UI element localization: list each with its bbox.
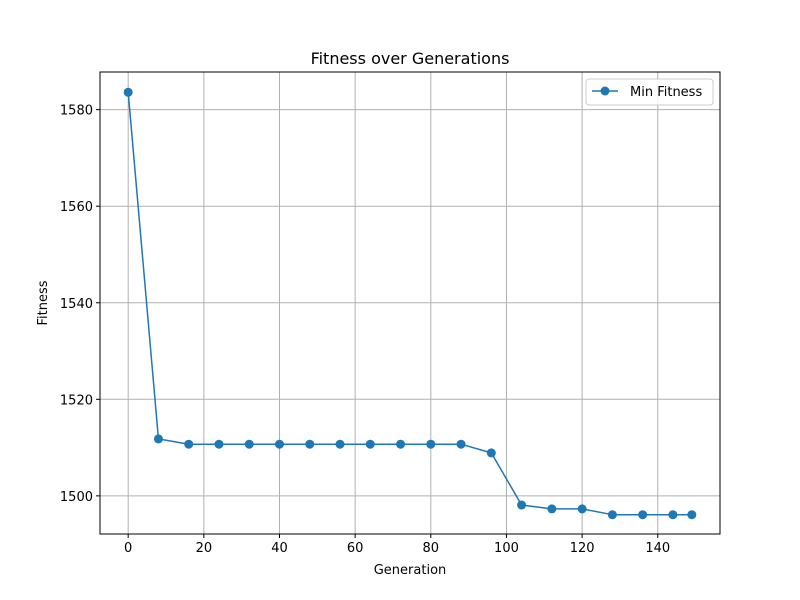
- data-point: [517, 500, 527, 510]
- data-point: [123, 87, 133, 97]
- y-tick-label: 1520: [60, 393, 93, 408]
- data-point: [668, 510, 678, 520]
- data-point: [214, 439, 224, 449]
- y-tick-label: 1500: [60, 490, 93, 505]
- x-tick-label: 20: [196, 541, 213, 556]
- data-point: [547, 504, 557, 514]
- x-tick-label: 80: [423, 541, 440, 556]
- x-tick-label: 120: [570, 541, 595, 556]
- data-point: [305, 439, 315, 449]
- data-point: [153, 434, 163, 444]
- y-tick-label: 1580: [60, 104, 93, 119]
- series-layer: [123, 87, 697, 520]
- legend-label: Min Fitness: [630, 85, 702, 100]
- data-point: [687, 510, 697, 520]
- legend-box: [585, 78, 714, 106]
- x-axis-label: Generation: [374, 563, 447, 578]
- x-tick-label: 60: [347, 541, 364, 556]
- legend: Min Fitness: [585, 78, 714, 106]
- y-axis-label: Fitness: [36, 280, 51, 325]
- x-tick-label: 100: [494, 541, 519, 556]
- chart-title: Fitness over Generations: [311, 49, 510, 68]
- grid: [100, 72, 720, 534]
- x-tick-label: 40: [271, 541, 288, 556]
- series-line: [127, 92, 692, 516]
- data-point: [426, 439, 436, 449]
- y-tick-label: 1540: [60, 297, 93, 312]
- x-tick-label: 140: [645, 541, 670, 556]
- data-point: [396, 439, 406, 449]
- data-point: [244, 439, 254, 449]
- data-point: [274, 439, 284, 449]
- data-point: [577, 504, 587, 514]
- legend-marker: [600, 86, 610, 96]
- data-point: [456, 439, 466, 449]
- data-point: [335, 439, 345, 449]
- axis-ticks: 0 20 40 60 80 100 120 140 1500 1520 1540 1560 1580: [60, 104, 670, 556]
- data-point: [184, 439, 194, 449]
- x-tick-label: 0: [124, 541, 132, 556]
- data-point: [486, 448, 496, 458]
- y-tick-label: 1560: [60, 200, 93, 215]
- data-point: [365, 439, 375, 449]
- data-point: [607, 510, 617, 520]
- data-point: [638, 510, 648, 520]
